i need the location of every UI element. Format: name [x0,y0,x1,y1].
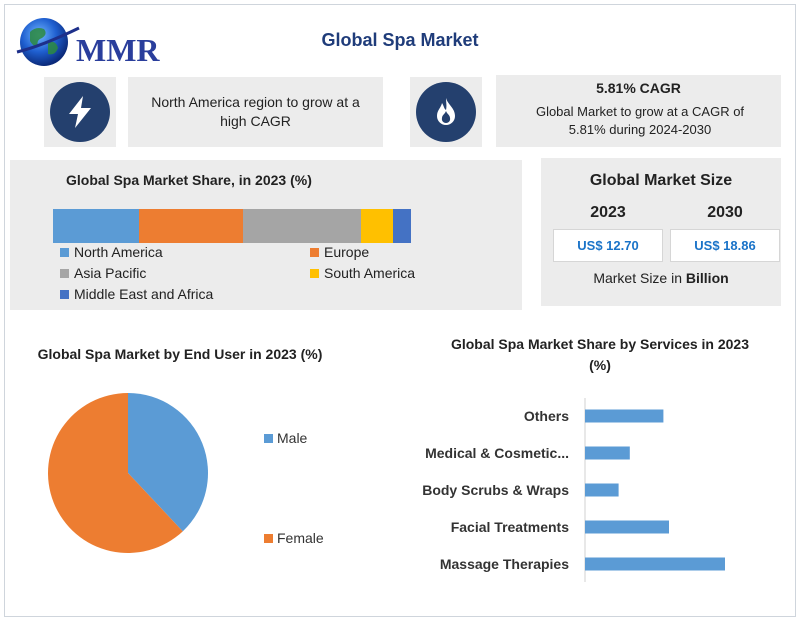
stack-segment-middle-east-and-africa [393,209,411,243]
stack-segment-north-america [53,209,139,243]
logo-text: MMR [76,32,160,68]
value-2030: US$ 18.86 [670,229,780,262]
cagr-description: Global Market to grow at a CAGR of 5.81%… [535,104,745,137]
pie-legend-label: Female [277,530,324,546]
stack-segment-asia-pacific [242,209,361,243]
pie-slice-male [128,393,209,532]
legend-label: Asia Pacific [74,265,147,281]
service-bar [585,483,619,497]
highlight-text-panel [128,77,383,147]
service-label: Body Scrubs & Wraps [422,482,569,498]
market-size-title: Global Market Size [589,172,733,189]
legend-swatch [310,268,319,278]
service-label: Others [524,408,569,424]
unit-prefix: Market Size in [593,270,683,286]
stack-segment-europe [138,209,243,243]
service-bar [585,409,664,423]
pie-legend-swatch [264,434,273,443]
market-size-unit: Market Size in Billion [541,270,781,286]
legend-swatch [310,247,319,257]
logo: MMR [14,12,164,74]
legend-europe: Europe [310,244,369,260]
legend-label: Europe [324,244,370,260]
service-bar [585,446,630,460]
region-highlight-text: North America region to grow at a high C… [151,94,360,129]
lightning-icon [50,82,110,142]
service-bar [585,520,669,534]
legend-label: South America [324,265,416,281]
service-label: Massage Therapies [440,556,569,572]
legend-swatch [60,289,69,299]
legend-swatch [60,268,69,278]
service-label: Facial Treatments [451,519,569,535]
service-bar [585,557,725,571]
market-share-title: Global Spa Market Share, in 2023 (%) [66,172,312,188]
infographic-frame [4,4,796,617]
unit-bold: Billion [685,270,729,286]
legend-asia-pacific: Asia Pacific [60,265,146,281]
pie-legend-label: Male [277,430,308,446]
stacked-bar [53,209,411,243]
pie-slice-female [47,393,183,553]
year-2023: 2023 [590,204,626,221]
pie-legend-swatch [264,534,273,543]
value-2023: US$ 12.70 [553,229,663,262]
legend-north-america: North America [60,244,163,260]
stack-segment-south-america [360,209,394,243]
legend-mea: Middle East and Africa [60,286,213,302]
end-user-title: Global Spa Market by End User in 2023 (%… [37,346,323,362]
legend-swatch [60,247,69,257]
end-user-pie-chart: Male Female [47,393,324,553]
legend-label: Middle East and Africa [74,286,214,302]
flame-icon [416,82,476,142]
service-label: Medical & Cosmetic... [425,445,569,461]
page-title: Global Spa Market [321,30,479,50]
globe-icon [16,18,80,66]
services-title: Global Spa Market Share by Services in 2… [450,336,750,373]
cagr-title: 5.81% CAGR [596,80,681,96]
services-bar-chart: Others Medical & Cosmetic... Body Scrubs &… [422,398,725,582]
legend-label: North America [74,244,163,260]
legend-south-america: South America [310,265,415,281]
year-2030: 2030 [707,204,743,221]
cagr-text-panel [496,75,781,147]
